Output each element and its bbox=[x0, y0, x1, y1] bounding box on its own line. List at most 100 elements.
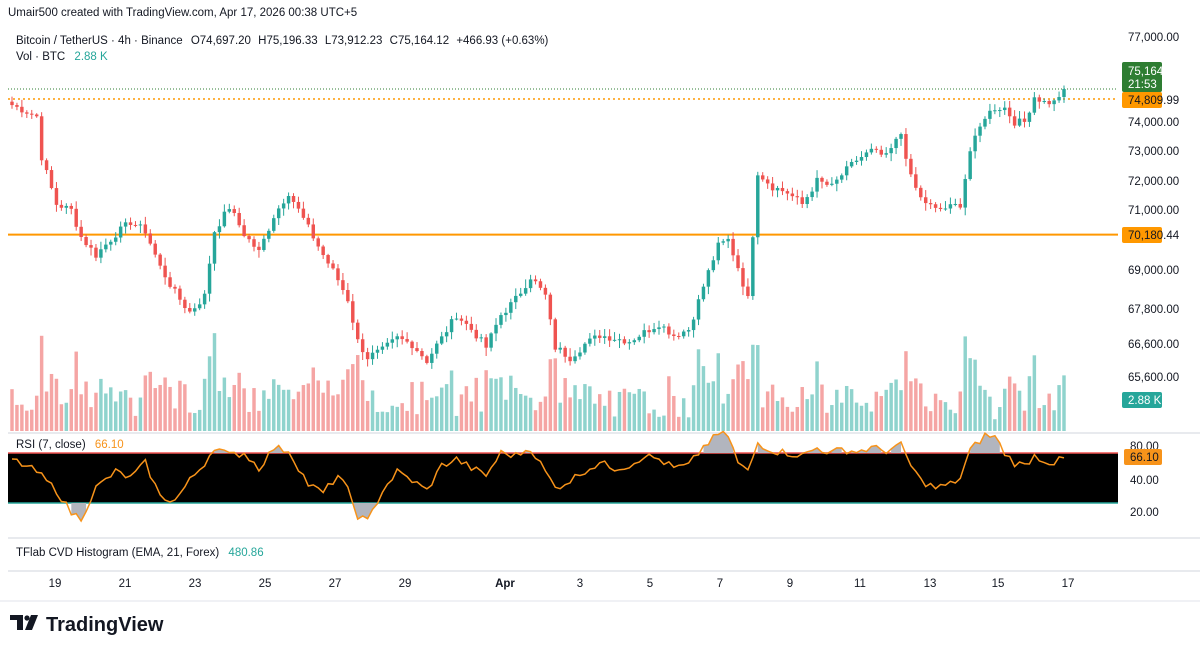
candle-body[interactable] bbox=[118, 226, 123, 238]
candle-body[interactable] bbox=[775, 187, 780, 191]
candle-body[interactable] bbox=[607, 336, 612, 341]
candle-body[interactable] bbox=[1042, 101, 1046, 103]
candle-body[interactable] bbox=[202, 293, 207, 305]
candle-body[interactable] bbox=[222, 211, 227, 227]
candle-body[interactable] bbox=[34, 114, 39, 117]
candle-body[interactable] bbox=[188, 308, 192, 312]
candle-body[interactable] bbox=[593, 335, 597, 339]
candle-body[interactable] bbox=[380, 346, 385, 350]
candle-body[interactable] bbox=[598, 335, 602, 338]
candle-body[interactable] bbox=[1012, 116, 1017, 126]
candle-body[interactable] bbox=[681, 331, 686, 337]
candle-body[interactable] bbox=[790, 193, 795, 197]
candle-body[interactable] bbox=[59, 204, 64, 208]
candle-body[interactable] bbox=[760, 175, 765, 180]
candle-body[interactable] bbox=[316, 238, 320, 247]
candle-body[interactable] bbox=[884, 153, 888, 155]
candle-body[interactable] bbox=[207, 263, 212, 294]
candle-body[interactable] bbox=[795, 196, 800, 198]
candle-body[interactable] bbox=[415, 348, 419, 352]
candle-body[interactable] bbox=[351, 301, 355, 323]
candle-body[interactable] bbox=[602, 336, 607, 338]
candle-body[interactable] bbox=[914, 174, 918, 188]
candle-body[interactable] bbox=[938, 207, 943, 210]
candle-body[interactable] bbox=[321, 246, 325, 256]
candle-body[interactable] bbox=[652, 329, 656, 333]
candle-body[interactable] bbox=[509, 302, 513, 313]
candle-body[interactable] bbox=[193, 308, 197, 312]
candle-body[interactable] bbox=[286, 196, 291, 204]
candle-body[interactable] bbox=[765, 179, 770, 184]
candle-body[interactable] bbox=[360, 339, 365, 353]
candle-body[interactable] bbox=[701, 286, 706, 300]
candle-body[interactable] bbox=[178, 288, 182, 300]
candle-body[interactable] bbox=[257, 246, 261, 250]
candle-body[interactable] bbox=[617, 339, 622, 341]
candle-body[interactable] bbox=[785, 191, 790, 194]
candle-body[interactable] bbox=[25, 112, 29, 114]
candle-body[interactable] bbox=[163, 265, 167, 278]
candle-body[interactable] bbox=[825, 181, 829, 185]
candle-body[interactable] bbox=[830, 183, 834, 185]
candle-body[interactable] bbox=[943, 208, 948, 210]
candle-body[interactable] bbox=[1052, 100, 1056, 105]
price-pane[interactable] bbox=[8, 26, 1118, 432]
candle-body[interactable] bbox=[138, 224, 143, 226]
candle-body[interactable] bbox=[54, 188, 59, 205]
candle-body[interactable] bbox=[311, 224, 316, 239]
candle-body[interactable] bbox=[820, 177, 824, 182]
candle-body[interactable] bbox=[1057, 97, 1061, 101]
candle-body[interactable] bbox=[1007, 107, 1012, 117]
candle-body[interactable] bbox=[627, 342, 632, 344]
candle-body[interactable] bbox=[844, 166, 849, 176]
candle-body[interactable] bbox=[331, 263, 335, 269]
candle-body[interactable] bbox=[573, 356, 577, 362]
tradingview-logo[interactable]: TradingView bbox=[10, 614, 164, 636]
candle-body[interactable] bbox=[296, 201, 301, 209]
candle-body[interactable] bbox=[528, 279, 533, 289]
candle-body[interactable] bbox=[998, 110, 1002, 112]
candle-body[interactable] bbox=[49, 170, 54, 189]
candle-body[interactable] bbox=[909, 158, 913, 175]
candle-body[interactable] bbox=[459, 318, 464, 321]
candle-body[interactable] bbox=[420, 351, 424, 357]
candle-body[interactable] bbox=[104, 244, 108, 250]
candle-body[interactable] bbox=[1017, 118, 1022, 126]
candle-body[interactable] bbox=[168, 277, 172, 287]
candle-body[interactable] bbox=[523, 288, 528, 294]
candle-body[interactable] bbox=[657, 327, 661, 330]
candle-body[interactable] bbox=[726, 238, 730, 242]
candle-body[interactable] bbox=[647, 330, 651, 333]
candle-body[interactable] bbox=[588, 338, 592, 344]
candle-body[interactable] bbox=[430, 353, 434, 363]
candle-body[interactable] bbox=[94, 247, 98, 258]
candle-body[interactable] bbox=[558, 347, 562, 350]
candle-body[interactable] bbox=[499, 315, 503, 325]
candle-body[interactable] bbox=[677, 335, 681, 337]
candle-body[interactable] bbox=[435, 343, 439, 354]
candle-body[interactable] bbox=[741, 268, 745, 287]
candle-body[interactable] bbox=[691, 319, 696, 331]
candle-body[interactable] bbox=[864, 152, 869, 158]
candle-body[interactable] bbox=[276, 208, 281, 219]
candle-body[interactable] bbox=[346, 290, 350, 302]
candle-body[interactable] bbox=[400, 336, 404, 340]
candle-body[interactable] bbox=[889, 148, 893, 154]
candle-body[interactable] bbox=[805, 197, 809, 204]
candle-body[interactable] bbox=[894, 138, 898, 149]
candle-body[interactable] bbox=[395, 336, 399, 340]
candle-body[interactable] bbox=[1027, 112, 1032, 122]
candle-body[interactable] bbox=[1062, 89, 1066, 98]
candle-body[interactable] bbox=[494, 324, 498, 334]
candle-body[interactable] bbox=[963, 179, 967, 208]
candle-body[interactable] bbox=[553, 319, 558, 350]
candle-body[interactable] bbox=[622, 339, 627, 344]
candle-body[interactable] bbox=[706, 270, 711, 287]
candle-body[interactable] bbox=[44, 160, 49, 171]
candle-body[interactable] bbox=[252, 239, 256, 247]
candle-body[interactable] bbox=[696, 299, 701, 320]
candle-body[interactable] bbox=[197, 304, 202, 309]
candle-body[interactable] bbox=[385, 342, 390, 347]
candle-body[interactable] bbox=[464, 320, 469, 324]
candle-body[interactable] bbox=[153, 243, 157, 255]
